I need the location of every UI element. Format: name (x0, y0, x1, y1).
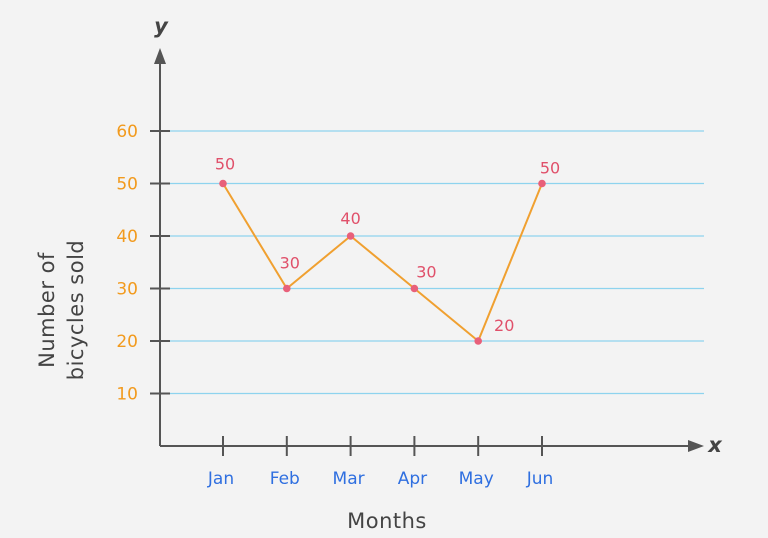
axes: y x (154, 14, 723, 457)
data-point (283, 284, 291, 293)
x-axis-arrow (688, 440, 704, 452)
data-label: 50 (540, 159, 560, 178)
data-label: 20 (494, 316, 514, 335)
data-point (219, 179, 227, 188)
data-label: 50 (215, 155, 235, 174)
y-axis-title: Number of bicycles sold (35, 240, 88, 381)
y-axis-title-line2: bicycles sold (64, 240, 88, 381)
data-label: 30 (416, 263, 436, 282)
series-line (222, 182, 543, 342)
y-tick-label: 40 (116, 227, 138, 247)
x-tick-label: Feb (270, 469, 300, 489)
x-axis-title: Months (347, 509, 427, 533)
x-tick-label: Jun (526, 469, 554, 489)
y-axis-arrow (154, 48, 166, 64)
data-point (538, 179, 546, 188)
x-tick-label: Jan (207, 469, 234, 489)
y-tick-label: 60 (116, 122, 138, 142)
y-tick-label: 50 (116, 175, 138, 195)
y-axis-title-line1: Number of (35, 252, 59, 368)
data-label: 30 (280, 254, 300, 273)
y-ticks: 10 20 30 40 50 60 (116, 122, 170, 405)
data-point (346, 232, 355, 240)
data-labels: 50 30 40 30 20 50 (215, 155, 560, 336)
y-tick-label: 10 (116, 385, 138, 405)
x-ticks: Jan Feb Mar Apr May Jun (207, 436, 553, 489)
data-point (474, 337, 483, 345)
data-point (410, 284, 419, 293)
data-points (219, 179, 546, 345)
x-axis-letter: x (707, 433, 723, 457)
gridlines (160, 130, 704, 395)
x-tick-label: Apr (398, 469, 427, 489)
x-tick-label: Mar (333, 469, 365, 489)
x-tick-label: May (459, 469, 494, 489)
y-tick-label: 30 (116, 280, 138, 300)
data-label: 40 (340, 209, 360, 228)
y-tick-label: 20 (116, 332, 138, 352)
y-axis-letter: y (154, 14, 169, 38)
